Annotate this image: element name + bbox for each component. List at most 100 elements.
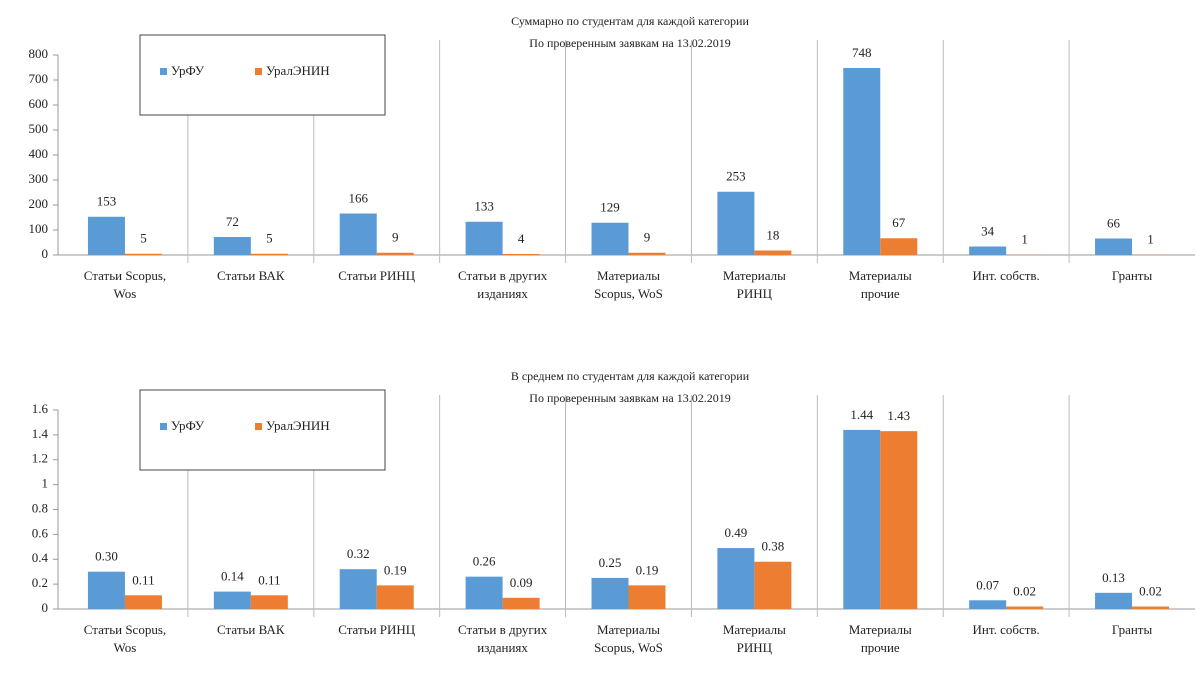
y-tick-label: 800: [29, 46, 49, 61]
bar: [376, 585, 414, 609]
legend-swatch: [255, 423, 262, 430]
x-tick-label: Статьи Scopus, Wos: [83, 268, 167, 301]
y-tick-label: 0: [42, 246, 49, 261]
bar: [124, 595, 162, 609]
data-label: 1: [1147, 232, 1154, 247]
x-tick-label: Гранты: [1111, 622, 1153, 637]
x-tick-label: Статьи РИНЦ: [338, 268, 416, 283]
y-tick-label: 0.6: [32, 525, 49, 540]
legend-label: УрФУ: [171, 63, 205, 78]
chart-title: Суммарно по студентам для каждой категор…: [511, 14, 749, 28]
y-tick-label: 500: [29, 121, 49, 136]
x-tick-label: Статьи ВАК: [217, 622, 285, 637]
data-label: 0.07: [976, 577, 999, 592]
bar: [628, 585, 666, 609]
data-label: 153: [97, 194, 117, 209]
legend-box: [139, 389, 386, 471]
x-tick-label: Материалы прочие: [848, 622, 912, 655]
x-tick-label: Материалы Scopus, WoS: [594, 622, 663, 655]
y-tick-label: 1.6: [32, 401, 49, 416]
data-label: 1: [1021, 232, 1028, 247]
bar: [717, 191, 755, 255]
data-label: 66: [1107, 215, 1121, 230]
data-label: 253: [726, 169, 746, 184]
data-label: 4: [518, 231, 525, 246]
chart-subtitle: По проверенным заявкам на 13.02.2019: [529, 36, 730, 50]
legend-box: [139, 34, 386, 116]
data-label: 166: [348, 190, 368, 205]
data-label: 0.02: [1013, 583, 1036, 598]
data-label: 9: [644, 230, 651, 245]
data-label: 0.02: [1139, 583, 1162, 598]
data-label: 5: [266, 231, 273, 246]
x-tick-label: Статьи РИНЦ: [338, 622, 416, 637]
data-label: 9: [392, 230, 399, 245]
bar: [880, 238, 918, 255]
data-label: 72: [226, 214, 239, 229]
bar: [1095, 592, 1133, 609]
x-tick-label: Статьи ВАК: [217, 268, 285, 283]
data-label: 0.26: [473, 554, 496, 569]
y-tick-label: 0.2: [32, 575, 48, 590]
x-tick-label: Материалы прочие: [848, 268, 912, 301]
bar: [124, 253, 162, 255]
data-label: 0.30: [95, 549, 118, 564]
legend-swatch: [160, 68, 167, 75]
data-label: 0.11: [258, 572, 280, 587]
y-tick-label: 0.8: [32, 500, 48, 515]
data-label: 5: [140, 231, 147, 246]
data-label: 0.25: [599, 555, 622, 570]
data-label: 0.14: [221, 569, 244, 584]
data-label: 1.43: [887, 408, 910, 423]
legend-label: УрФУ: [171, 418, 205, 433]
bar: [250, 253, 288, 255]
legend-label: УралЭНИН: [266, 418, 330, 433]
bar: [250, 595, 288, 609]
y-tick-label: 1.2: [32, 451, 48, 466]
legend-swatch: [160, 423, 167, 430]
bar: [754, 250, 792, 255]
x-tick-label: Статьи в других изданиях: [457, 268, 548, 301]
data-label: 0.49: [725, 525, 748, 540]
x-tick-label: Статьи Scopus, Wos: [83, 622, 167, 655]
bar: [591, 222, 629, 255]
bar: [213, 591, 251, 609]
data-label: 67: [892, 215, 906, 230]
data-label: 18: [766, 227, 779, 242]
bar: [502, 254, 540, 255]
y-tick-label: 1: [42, 476, 49, 491]
bar: [843, 68, 881, 255]
x-tick-label: Материалы Scopus, WoS: [594, 268, 663, 301]
x-tick-label: Инт. собств.: [972, 622, 1040, 637]
bar: [502, 597, 540, 609]
y-tick-label: 600: [29, 96, 49, 111]
y-tick-label: 400: [29, 146, 49, 161]
bar: [717, 548, 755, 609]
data-label: 0.32: [347, 546, 370, 561]
y-tick-label: 700: [29, 71, 49, 86]
x-tick-label: Статьи в других изданиях: [457, 622, 548, 655]
x-tick-label: Материалы РИНЦ: [722, 268, 786, 301]
bar: [969, 246, 1007, 255]
chart-title: В среднем по студентам для каждой катего…: [511, 369, 750, 383]
data-label: 0.13: [1102, 570, 1125, 585]
bar: [87, 216, 125, 255]
y-tick-label: 0: [42, 600, 49, 615]
x-tick-label: Инт. собств.: [972, 268, 1040, 283]
bar: [465, 576, 503, 609]
bar: [465, 221, 503, 255]
data-label: 0.19: [636, 562, 659, 577]
x-tick-label: Гранты: [1111, 268, 1153, 283]
legend-swatch: [255, 68, 262, 75]
bar: [628, 252, 666, 255]
chart-subtitle: По проверенным заявкам на 13.02.2019: [529, 391, 730, 405]
bar: [87, 571, 125, 609]
bar: [376, 252, 414, 255]
data-label: 0.09: [510, 575, 533, 590]
data-label: 133: [474, 199, 494, 214]
x-tick-label: Материалы РИНЦ: [722, 622, 786, 655]
data-label: 0.19: [384, 562, 407, 577]
data-label: 748: [852, 45, 872, 60]
bar: [843, 429, 881, 609]
